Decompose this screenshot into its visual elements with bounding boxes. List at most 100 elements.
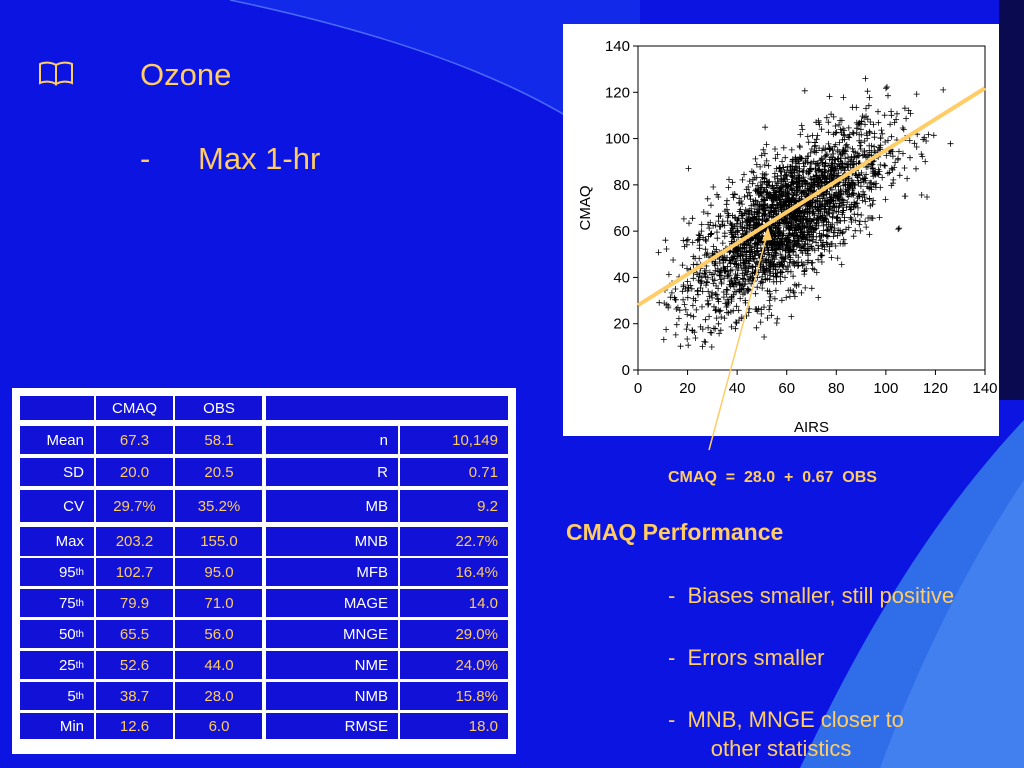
slide-title: Ozone (140, 57, 232, 92)
cmaq-value-text: 12.6 (119, 717, 150, 735)
stat-name-text: MNGE (343, 625, 388, 643)
stat-value-text: 29.0% (455, 625, 498, 643)
obs-value: 56.0 (175, 620, 263, 648)
stat-value-text: 24.0% (455, 656, 498, 674)
cmaq-value-text: 102.7 (115, 563, 154, 581)
cmaq-value: 203.2 (96, 527, 173, 556)
summary-stats-table: CMAQ OBS Mean 67.3 58.1 SD 20.0 20.5 CV 29.7% 35.2… (12, 388, 263, 754)
stat-value: 10,149 (400, 426, 508, 454)
stat-name: NMB (266, 682, 398, 710)
row-label: Min (20, 713, 94, 739)
y-tick-label: 40 (613, 269, 630, 286)
obs-value: 58.1 (175, 426, 263, 454)
row-label-text: 25 (58, 656, 76, 674)
scatter-points (655, 75, 954, 350)
stat-value: 9.2 (400, 490, 508, 522)
cmaq-value: 65.5 (96, 620, 173, 648)
x-tick-label: 120 (923, 380, 948, 397)
stat-value-text: 9.2 (477, 497, 498, 515)
performance-item: - MNB, MNGE closer to (668, 707, 904, 732)
obs-value-text: 71.0 (204, 594, 234, 612)
obs-value-text: 95.0 (204, 563, 234, 581)
cmaq-value: 67.3 (96, 426, 173, 454)
stat-name-text: MB (365, 497, 389, 515)
cmaq-value-text: 20.0 (119, 463, 150, 481)
x-tick-label: 60 (778, 380, 795, 397)
obs-value-text: 28.0 (204, 687, 234, 705)
row-label-superscript: th (75, 628, 84, 640)
regression-equation: CMAQ = 28.0 + 0.67 OBS (668, 469, 877, 486)
stat-value: 22.7% (400, 527, 508, 556)
performance-item: - Biases smaller, still positive (668, 583, 955, 608)
row-label-text: 95 (58, 563, 76, 581)
row-label-text: 75 (58, 594, 76, 612)
y-tick-label: 20 (613, 316, 630, 333)
scatter-plot: 0 20 40 60 80 100 120 140 0 20 40 60 80 100 120 140 AIRS… (563, 24, 999, 436)
obs-value-text: 20.5 (204, 463, 234, 481)
obs-value-text: 44.0 (204, 656, 234, 674)
stat-value-text: 10,149 (452, 431, 498, 449)
table-header-blank (20, 396, 94, 420)
row-label-text: CV (63, 497, 84, 515)
row-label-superscript: th (75, 659, 84, 671)
stat-name: n (266, 426, 398, 454)
stat-name: MAGE (266, 589, 398, 617)
stat-name: MFB (266, 558, 398, 586)
cmaq-value-text: 67.3 (119, 431, 150, 449)
y-tick-label: 120 (605, 84, 630, 101)
regression-line (636, 86, 987, 307)
row-label-text: Min (59, 717, 84, 735)
stat-name-text: MFB (356, 563, 388, 581)
row-label-text: SD (63, 463, 84, 481)
table-header-obs-text: OBS (203, 399, 235, 417)
obs-value-text: 58.1 (204, 431, 234, 449)
obs-value: 155.0 (175, 527, 263, 556)
row-label-text: 5 (67, 687, 76, 705)
stat-name-text: RMSE (344, 717, 388, 735)
stat-value-text: 22.7% (455, 533, 498, 550)
performance-item: - Errors smaller (668, 645, 825, 670)
cmaq-value: 20.0 (96, 458, 173, 486)
stat-value: 24.0% (400, 651, 508, 679)
stat-value: 29.0% (400, 620, 508, 648)
cmaq-value-text: 79.9 (119, 594, 150, 612)
y-tick-label: 140 (605, 38, 630, 55)
x-tick-label: 140 (972, 380, 997, 397)
table-header-cmaq-text: CMAQ (112, 399, 157, 417)
cmaq-value-text: 38.7 (119, 687, 150, 705)
obs-value: 20.5 (175, 458, 263, 486)
x-tick-label: 80 (828, 380, 845, 397)
row-label-superscript: th (75, 566, 84, 578)
obs-value-text: 6.0 (208, 717, 230, 735)
subitem-dash: - (140, 141, 151, 176)
stat-value-text: 16.4% (455, 563, 498, 581)
y-tick-label: 60 (613, 223, 630, 240)
cmaq-value-text: 203.2 (115, 533, 154, 550)
row-label-text: 50 (58, 625, 76, 643)
book-icon (38, 60, 74, 91)
cmaq-value: 12.6 (96, 713, 173, 739)
row-label: CV (20, 490, 94, 522)
cmaq-value-text: 29.7% (113, 497, 156, 515)
stat-name: NME (266, 651, 398, 679)
obs-value-text: 35.2% (197, 497, 241, 515)
stat-name: RMSE (266, 713, 398, 739)
y-tick-label: 0 (622, 362, 630, 379)
row-label: Max (20, 527, 94, 556)
y-tick-label: 100 (605, 131, 630, 148)
cmaq-value: 29.7% (96, 490, 173, 522)
stat-name: MB (266, 490, 398, 522)
obs-value: 71.0 (175, 589, 263, 617)
stat-value-text: 18.0 (468, 717, 498, 735)
performance-item: other statistics (668, 736, 852, 761)
stat-value-text: 14.0 (468, 594, 498, 612)
table-header-cmaq: CMAQ (96, 396, 173, 420)
cmaq-value: 79.9 (96, 589, 173, 617)
x-tick-label: 40 (729, 380, 746, 397)
cmaq-value-text: 65.5 (119, 625, 150, 643)
performance-stats-table: n 10,149 R 0.71 MB 9.2 MNB 22.7% MFB 16.4% MAGE 14.… (262, 388, 516, 754)
stat-value: 14.0 (400, 589, 508, 617)
stat-value: 18.0 (400, 713, 508, 739)
